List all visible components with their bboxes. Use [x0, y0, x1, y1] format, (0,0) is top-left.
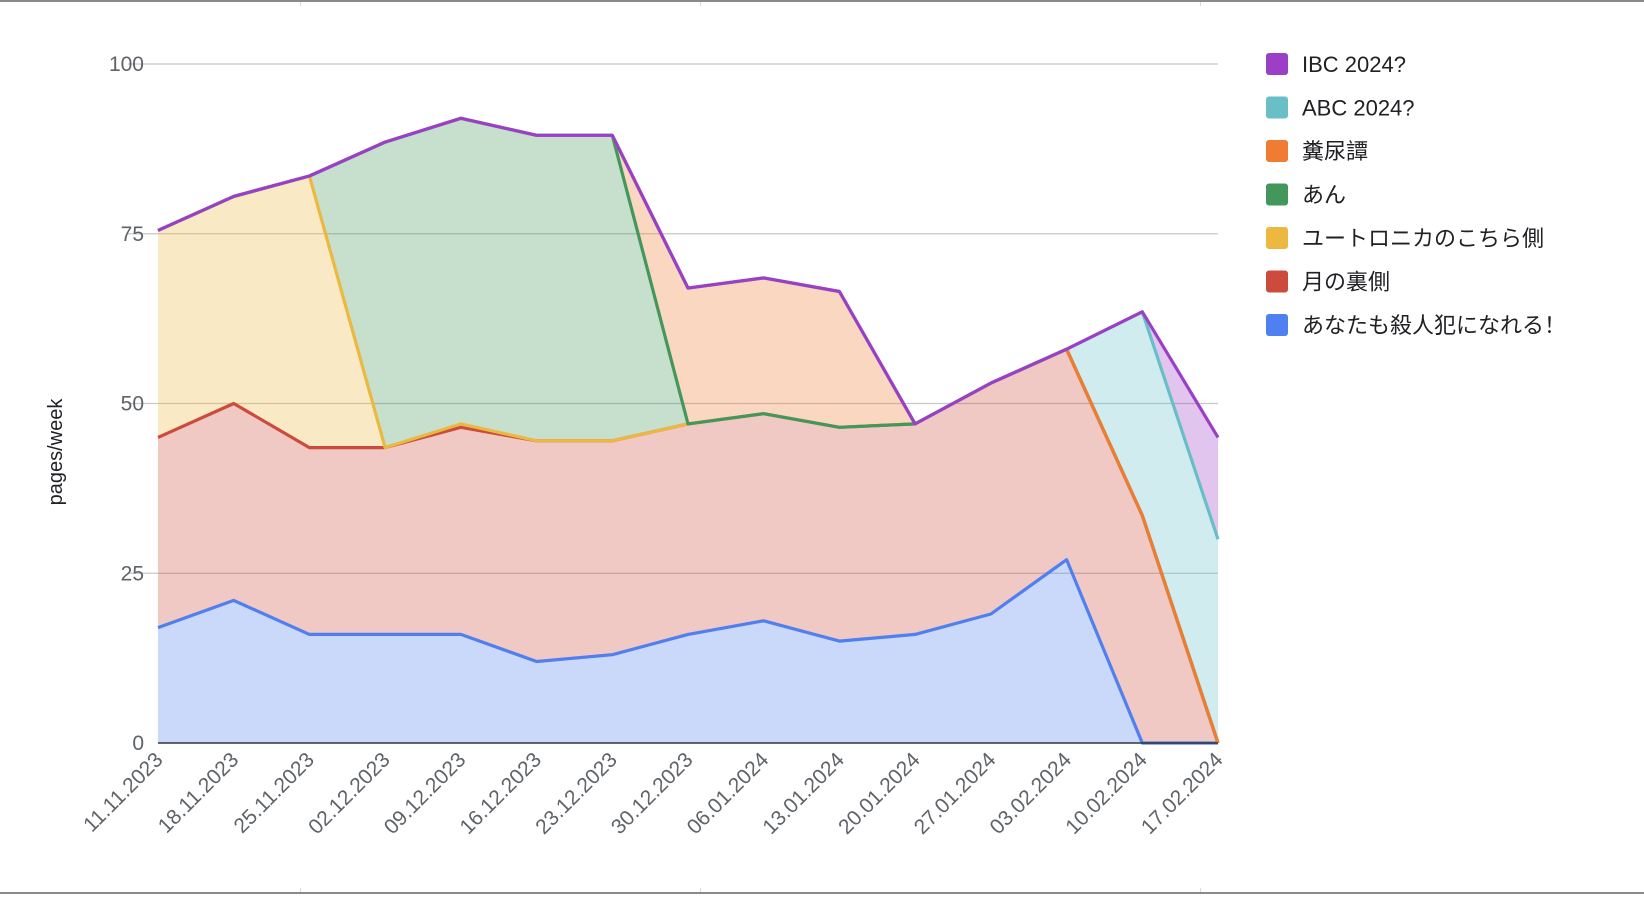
x-tick-label: 18.11.2023	[154, 748, 243, 837]
sheet-gridline	[1200, 2, 1201, 6]
x-tick-label: 17.02.2024	[1137, 748, 1228, 839]
legend-label: ABC 2024?	[1302, 96, 1415, 121]
sheet-gridline	[300, 2, 301, 6]
legend-swatch	[1266, 96, 1288, 119]
legend-label: 糞尿譚	[1302, 139, 1368, 164]
x-axis-ticks: 11.11.202318.11.202325.11.202302.12.2023…	[79, 748, 1228, 839]
legend-label: 月の裏側	[1302, 270, 1390, 295]
legend-swatch	[1266, 183, 1288, 206]
y-tick-label: 100	[109, 53, 144, 76]
legend: IBC 2024? ABC 2024? 糞尿譚あんユートロニカのこちら側月の裏側あな…	[1266, 52, 1566, 338]
y-tick-label: 25	[121, 562, 144, 585]
legend-swatch	[1266, 314, 1288, 336]
legend-swatch	[1266, 270, 1288, 293]
legend-swatch	[1266, 53, 1288, 75]
legend-swatch	[1266, 227, 1288, 249]
area-3	[158, 118, 1218, 744]
y-axis-label: pages/week	[45, 398, 67, 506]
y-gridlines	[128, 63, 1218, 574]
y-tick-label: 0	[132, 732, 144, 755]
series-lines	[157, 116, 1220, 745]
sheet-gridline	[700, 2, 701, 6]
y-axis-ticks: 0 25 50 75 100	[109, 53, 144, 755]
series-areas	[158, 118, 1218, 744]
legend-label: IBC 2024?	[1302, 52, 1406, 77]
area-1	[158, 349, 1218, 743]
legend-label: あなたも殺人犯になれる！	[1302, 313, 1566, 338]
line-6	[157, 116, 1220, 439]
sheet-gridline	[300, 888, 301, 892]
sheet-gridline	[700, 888, 701, 892]
y-tick-label: 75	[121, 223, 144, 246]
line-0	[157, 558, 1218, 745]
y-tick-label: 50	[121, 393, 144, 416]
area-0	[158, 559, 1218, 743]
legend-label: あん	[1302, 183, 1346, 208]
legend-label: ユートロニカのこちら側	[1302, 226, 1544, 251]
legend-swatch	[1266, 140, 1288, 162]
sheet-gridline	[1200, 888, 1201, 892]
area-2	[158, 176, 1218, 743]
